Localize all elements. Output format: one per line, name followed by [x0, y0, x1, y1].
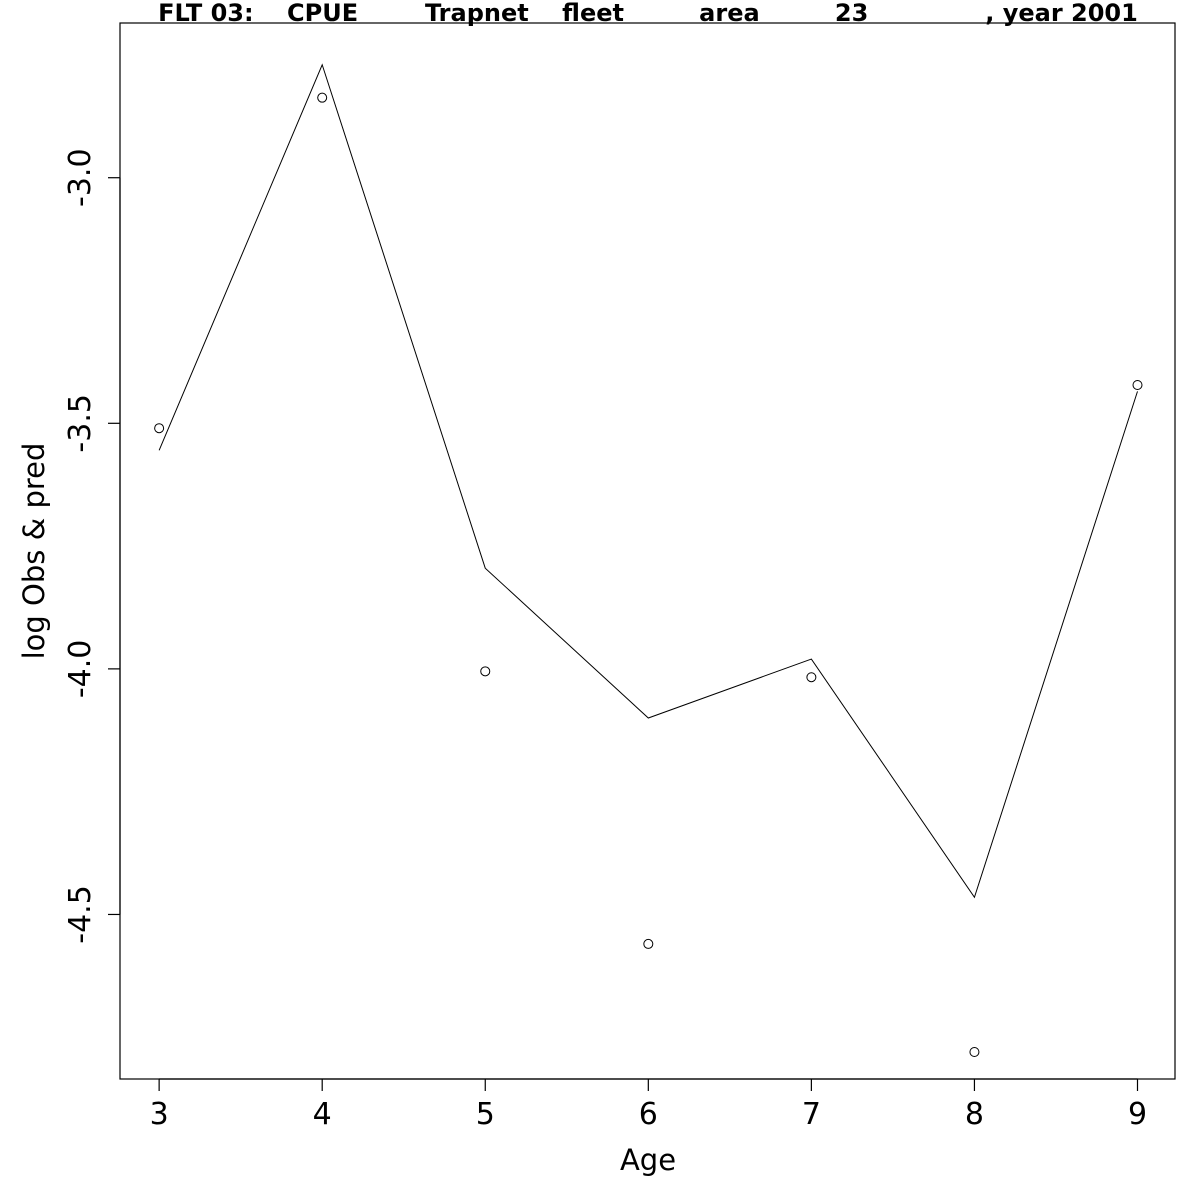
x-axis: 3 4 5 6 7 8 9 [150, 1078, 1147, 1132]
plot-frame [119, 22, 1176, 1080]
x-tick-label: 7 [802, 1097, 821, 1132]
x-tick-label: 5 [476, 1097, 495, 1132]
y-axis-label: log Obs & pred [17, 443, 51, 660]
observed-point [969, 1046, 980, 1057]
observed-point [480, 666, 491, 677]
observed-point [1132, 379, 1143, 390]
y-tick-label: -3.5 [63, 394, 98, 453]
series-layer [154, 63, 1143, 1057]
observed-point [317, 92, 328, 103]
y-tick-label: -4.5 [63, 885, 98, 944]
observed-point [643, 938, 654, 949]
y-tick-label: -3.0 [63, 148, 98, 207]
x-tick-label: 4 [313, 1097, 332, 1132]
x-tick-label: 9 [1128, 1097, 1147, 1132]
predicted-line [158, 63, 1138, 899]
x-tick-label: 3 [150, 1097, 169, 1132]
x-tick-label: 8 [965, 1097, 984, 1132]
y-axis: -3.0 -3.5 -4.0 -4.5 [63, 148, 121, 944]
y-tick-label: -4.0 [63, 640, 98, 699]
observed-point [806, 672, 817, 683]
observed-point [154, 423, 165, 434]
x-axis-label: Age [620, 1143, 676, 1177]
x-tick-label: 6 [639, 1097, 658, 1132]
